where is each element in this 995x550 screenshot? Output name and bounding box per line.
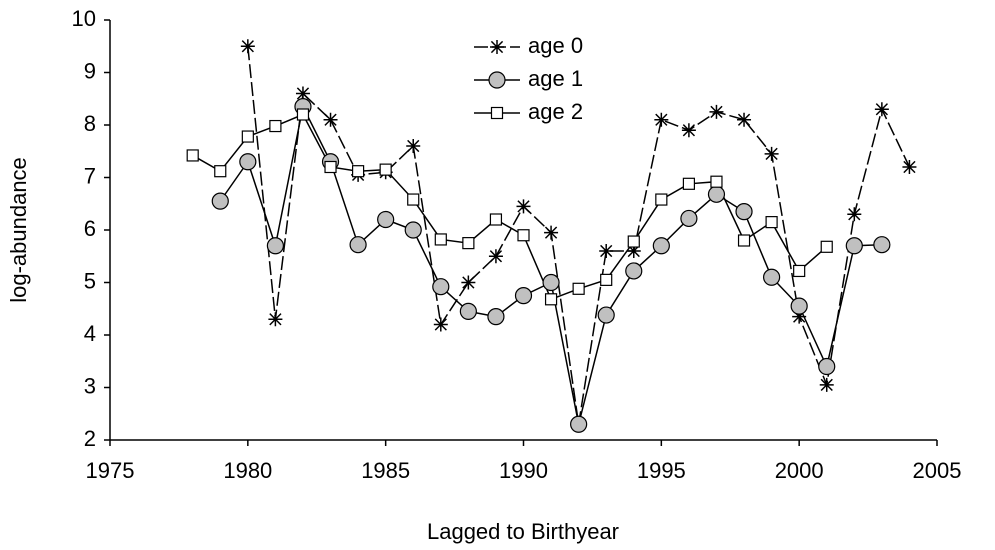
marker xyxy=(654,112,669,127)
marker xyxy=(295,86,310,101)
marker xyxy=(433,317,448,332)
marker xyxy=(625,262,643,280)
x-tick-label: 1975 xyxy=(86,458,135,483)
marker xyxy=(323,112,338,127)
marker xyxy=(349,236,367,254)
marker xyxy=(517,229,530,242)
marker xyxy=(211,192,229,210)
marker xyxy=(792,309,807,324)
legend-marker xyxy=(490,40,504,54)
marker xyxy=(461,275,476,290)
marker xyxy=(240,39,255,54)
x-tick-label: 2000 xyxy=(775,458,824,483)
x-tick-label: 1980 xyxy=(223,458,272,483)
marker xyxy=(762,268,781,286)
marker xyxy=(269,119,282,133)
marker xyxy=(765,216,778,229)
marker xyxy=(406,139,421,153)
marker xyxy=(186,149,199,162)
marker xyxy=(902,160,917,174)
legend-marker xyxy=(488,71,506,89)
marker xyxy=(542,273,560,292)
marker xyxy=(793,264,806,278)
y-tick-label: 8 xyxy=(84,111,96,136)
marker xyxy=(820,240,833,253)
marker xyxy=(707,185,726,203)
marker xyxy=(819,377,834,392)
y-tick-label: 2 xyxy=(84,426,96,451)
y-axis-title: log-abundance xyxy=(6,157,31,303)
y-tick-label: 6 xyxy=(84,216,96,241)
marker xyxy=(680,209,698,228)
marker xyxy=(655,193,668,206)
marker xyxy=(379,163,392,176)
marker xyxy=(764,146,779,161)
marker xyxy=(709,104,724,119)
y-tick-label: 4 xyxy=(84,321,96,346)
y-tick-label: 10 xyxy=(72,6,96,31)
marker xyxy=(710,175,723,188)
marker xyxy=(487,308,505,326)
marker xyxy=(377,210,395,229)
marker xyxy=(239,153,257,171)
marker xyxy=(737,234,751,247)
y-tick-label: 5 xyxy=(84,268,96,293)
series-line xyxy=(219,104,882,425)
marker xyxy=(268,312,283,327)
marker xyxy=(847,207,862,222)
marker xyxy=(597,306,615,324)
marker xyxy=(626,244,641,258)
marker xyxy=(681,123,696,138)
marker xyxy=(790,297,808,315)
marker xyxy=(514,287,533,305)
marker xyxy=(544,225,559,240)
marker xyxy=(682,177,696,190)
marker xyxy=(407,193,420,206)
marker xyxy=(488,249,503,264)
marker xyxy=(516,199,531,214)
marker xyxy=(873,236,891,254)
marker xyxy=(324,160,337,174)
marker xyxy=(600,273,613,286)
x-axis-title: Lagged to Birthyear xyxy=(427,519,619,544)
marker xyxy=(352,165,365,178)
x-tick-label: 2005 xyxy=(913,458,962,483)
series-line xyxy=(192,113,828,301)
x-tick-label: 1985 xyxy=(361,458,410,483)
legend-label: age 1 xyxy=(528,66,583,91)
marker xyxy=(652,237,670,255)
x-tick-label: 1990 xyxy=(499,458,548,483)
legend-marker xyxy=(490,106,504,120)
marker xyxy=(432,278,450,296)
marker xyxy=(735,203,753,221)
marker xyxy=(874,102,889,117)
marker xyxy=(214,165,227,178)
y-tick-label: 3 xyxy=(84,373,96,398)
y-tick-label: 9 xyxy=(84,58,96,83)
marker xyxy=(627,235,640,248)
marker xyxy=(572,282,585,295)
marker xyxy=(845,237,863,255)
marker xyxy=(818,357,836,376)
marker xyxy=(241,130,254,143)
marker xyxy=(296,108,310,121)
marker xyxy=(434,233,447,246)
marker xyxy=(737,112,752,127)
marker xyxy=(489,213,503,226)
x-tick-label: 1995 xyxy=(637,458,686,483)
legend-label: age 2 xyxy=(528,99,583,124)
marker xyxy=(599,244,614,258)
marker xyxy=(404,221,422,239)
legend-label: age 0 xyxy=(528,33,583,58)
marker xyxy=(462,237,475,250)
marker xyxy=(570,415,588,433)
marker xyxy=(266,237,284,255)
marker xyxy=(459,302,477,320)
marker xyxy=(544,293,558,306)
y-tick-label: 7 xyxy=(84,163,96,188)
